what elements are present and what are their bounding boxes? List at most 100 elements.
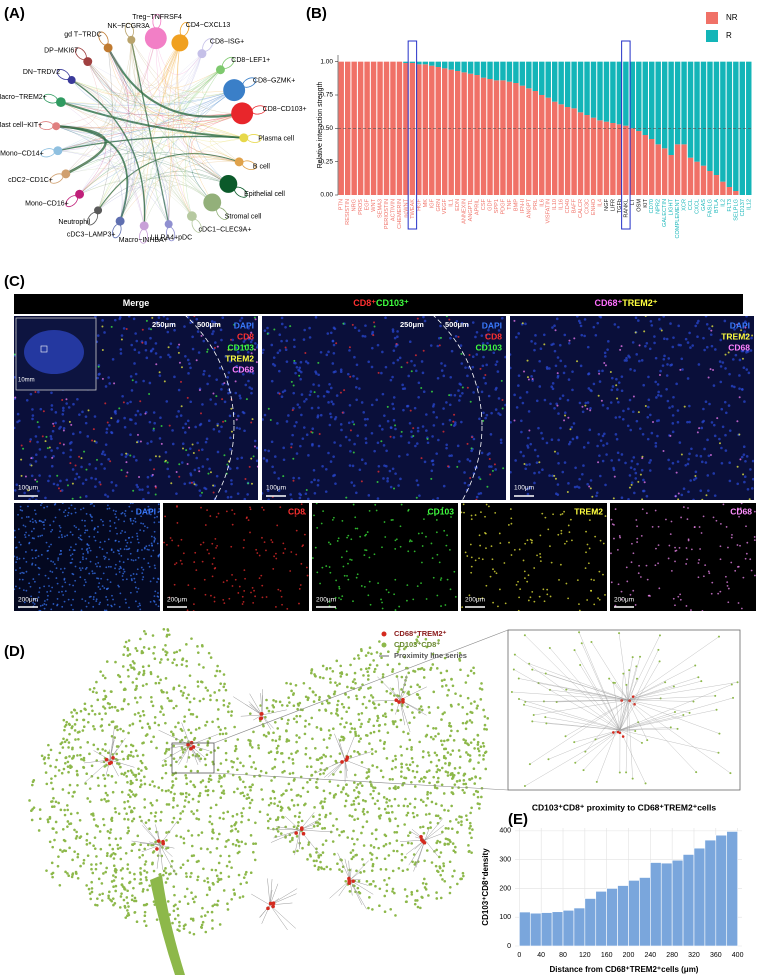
cell-dot — [379, 652, 383, 656]
edge — [79, 166, 169, 225]
cell-dot — [222, 673, 226, 676]
cell-dot — [361, 825, 365, 829]
cell-dot — [92, 818, 96, 821]
cell-dot — [736, 681, 739, 684]
signal — [67, 406, 71, 409]
cell-dot — [443, 678, 446, 682]
signal — [566, 490, 569, 493]
signal — [499, 438, 503, 442]
signal — [352, 484, 356, 487]
signal — [120, 469, 123, 472]
cell-dot — [270, 779, 273, 782]
edge — [71, 79, 193, 217]
cell-dot — [184, 795, 188, 799]
cell-dot — [473, 747, 476, 750]
cell-dot — [349, 663, 352, 667]
proximity-line — [157, 830, 161, 846]
cell-dot — [358, 752, 361, 756]
trem2-dot — [294, 831, 298, 835]
bar-segment — [448, 69, 454, 195]
cell-dot — [68, 822, 71, 826]
signal — [226, 376, 230, 379]
signal — [54, 421, 57, 425]
cell-dot — [282, 760, 285, 764]
signal — [146, 475, 150, 479]
signal — [46, 594, 49, 597]
cell-dot — [435, 891, 438, 894]
signal — [207, 419, 211, 423]
signal — [110, 325, 113, 328]
cell-dot — [45, 869, 48, 872]
signal — [373, 325, 376, 328]
cell-dot — [404, 645, 408, 649]
signal — [412, 434, 415, 437]
signal — [54, 411, 58, 414]
x-tick-label: IL10 — [552, 199, 558, 210]
cell-dot — [428, 711, 431, 714]
cell-dot — [329, 812, 332, 815]
edge — [57, 150, 193, 217]
signal — [34, 556, 37, 559]
cell-dot — [178, 648, 182, 652]
cell-dot — [288, 701, 291, 704]
cell-dot — [359, 686, 362, 690]
cell-dot — [151, 862, 154, 866]
cell-dot — [407, 690, 410, 694]
cell-dot — [297, 821, 300, 824]
cell-dot — [336, 714, 340, 717]
cell-dot — [416, 683, 419, 687]
cell-dot — [230, 866, 233, 869]
cell-dot — [183, 805, 186, 808]
signal — [227, 348, 230, 351]
cell-dot — [380, 656, 383, 660]
proximity-line — [233, 696, 263, 716]
cell-dot — [608, 677, 611, 680]
cell-dot — [143, 910, 147, 914]
proximity-line — [514, 654, 621, 731]
cell-dot — [369, 851, 372, 855]
cell-dot — [127, 639, 131, 642]
signal — [657, 393, 660, 397]
signal — [70, 423, 73, 426]
proximity-line — [100, 759, 111, 764]
cell-dot — [403, 655, 406, 659]
cell-dot — [419, 667, 422, 671]
signal — [48, 474, 52, 478]
signal — [604, 355, 607, 358]
signal — [666, 399, 670, 403]
cell-dot — [168, 699, 171, 703]
cell-dot — [63, 725, 67, 728]
signal — [479, 367, 482, 370]
signal — [329, 415, 333, 419]
cell-dot — [242, 807, 245, 810]
cell-dot — [228, 860, 231, 864]
cell-dot — [141, 709, 145, 713]
cell-dot — [714, 694, 717, 697]
cell-dot — [185, 887, 189, 891]
cell-dot — [470, 711, 474, 715]
signal — [728, 372, 731, 376]
cell-dot — [333, 692, 336, 696]
signal — [119, 352, 123, 355]
node-label: CD8−LEF1+ — [231, 57, 270, 64]
cell-dot — [232, 888, 236, 892]
cell-dot — [293, 777, 296, 781]
signal — [47, 479, 50, 483]
signal — [175, 492, 178, 495]
cell-dot — [395, 839, 399, 842]
cell-dot — [143, 869, 146, 873]
signal — [449, 336, 452, 340]
proximity-line — [627, 636, 720, 701]
signal — [242, 340, 246, 343]
signal — [519, 396, 522, 400]
cell-dot — [290, 798, 294, 802]
signal — [211, 332, 214, 336]
signal — [70, 546, 72, 549]
cell-dot — [406, 766, 410, 770]
signal — [392, 418, 396, 422]
cell-dot — [448, 761, 451, 765]
signal — [250, 457, 253, 460]
inset — [507, 629, 741, 791]
cell-dot — [580, 642, 583, 645]
bar-segment — [513, 61, 519, 83]
